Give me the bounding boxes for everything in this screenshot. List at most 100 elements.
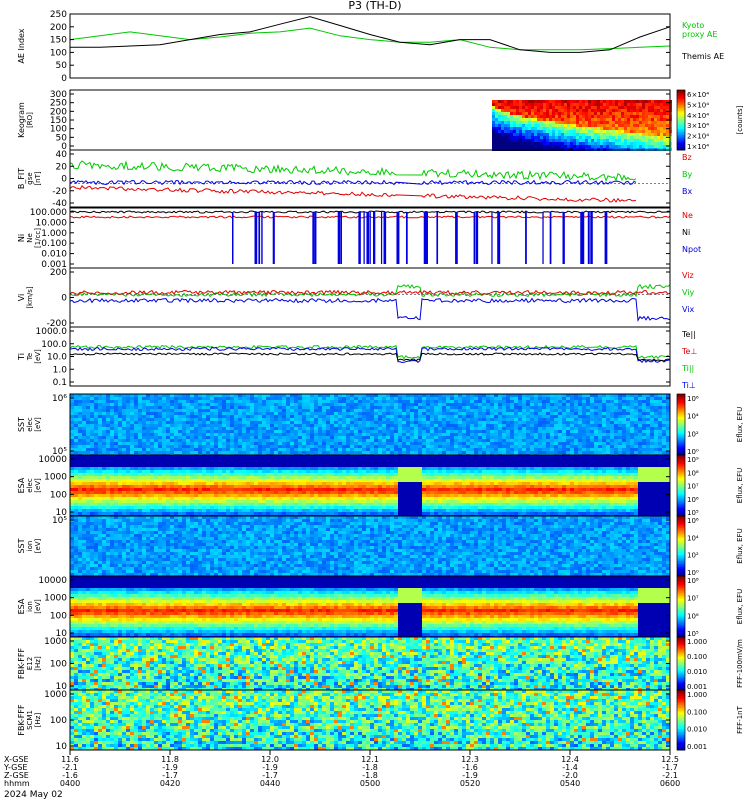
- spectrogram-cell: [142, 418, 146, 421]
- spectrogram-cell: [438, 412, 442, 415]
- legend-Vix: Vix: [682, 305, 695, 314]
- keogram-cell: [495, 133, 498, 136]
- keogram-cell: [579, 100, 582, 103]
- spectrogram-cell: [610, 412, 614, 415]
- spectrogram-cell: [642, 451, 646, 454]
- spectrogram-cell: [566, 430, 570, 433]
- spectrogram-cell: [466, 424, 470, 427]
- spectrogram-cell: [322, 406, 326, 409]
- keogram-cell: [585, 124, 588, 127]
- spectrogram-cell: [130, 397, 134, 400]
- spectrogram-cell: [86, 497, 90, 500]
- spectrogram-cell: [474, 415, 478, 418]
- spectrogram-cell: [194, 418, 198, 421]
- spectrogram-cell: [454, 427, 458, 430]
- keogram-cell: [498, 127, 501, 130]
- spectrogram-cell: [78, 503, 82, 506]
- spectrogram-cell: [306, 439, 310, 442]
- spectrogram-cell: [226, 439, 230, 442]
- spectrogram-cell: [478, 448, 482, 451]
- spectrogram-cell: [186, 400, 190, 403]
- spectrogram-cell: [554, 412, 558, 415]
- keogram-cell: [621, 118, 624, 121]
- spectrogram-cell: [510, 406, 514, 409]
- spectrogram-cell: [70, 464, 74, 467]
- spectrogram-cell: [494, 424, 498, 427]
- spectrogram-cell: [614, 424, 618, 427]
- spectrogram-cell: [530, 400, 534, 403]
- spectrogram-cell: [430, 400, 434, 403]
- spectrogram-cell: [70, 433, 74, 436]
- spectrogram-cell: [334, 403, 338, 406]
- keogram-cell: [567, 127, 570, 130]
- spectrogram-cell: [594, 451, 598, 454]
- spectrogram-cell: [334, 445, 338, 448]
- spectrogram-cell: [110, 467, 114, 470]
- colorbar-cell: [677, 444, 685, 447]
- spectrogram-cell: [522, 409, 526, 412]
- keogram-cell: [657, 118, 660, 121]
- colorbar-cell: [677, 127, 685, 130]
- spectrogram-cell: [90, 479, 94, 482]
- spectrogram-cell: [178, 448, 182, 451]
- spectrogram-cell: [82, 442, 86, 445]
- spectrogram-cell: [102, 485, 106, 488]
- spectrogram-cell: [614, 445, 618, 448]
- spectrogram-cell: [254, 412, 258, 415]
- keogram-cell: [519, 142, 522, 145]
- keogram-cell: [537, 145, 540, 148]
- spectrogram-cell: [254, 442, 258, 445]
- spectrogram-cell: [282, 406, 286, 409]
- spectrogram-cell: [154, 448, 158, 451]
- keogram-cell: [534, 139, 537, 142]
- spectrogram-cell: [282, 427, 286, 430]
- keogram-cell: [651, 109, 654, 112]
- spectrogram-cell: [562, 451, 566, 454]
- spectrogram-cell: [578, 439, 582, 442]
- spectrogram-cell: [82, 397, 86, 400]
- spectrogram-cell: [342, 451, 346, 454]
- keogram-cell: [597, 142, 600, 145]
- keogram-cell: [603, 109, 606, 112]
- spectrogram-cell: [346, 397, 350, 400]
- spectrogram-cell: [74, 473, 78, 476]
- keogram-cell: [552, 103, 555, 106]
- keogram-cell: [651, 139, 654, 142]
- spectrogram-cell: [538, 406, 542, 409]
- spectrogram-cell: [398, 451, 402, 454]
- spectrogram-cell: [446, 397, 450, 400]
- spectrogram-cell: [134, 497, 138, 500]
- spectrogram-cell: [158, 400, 162, 403]
- keogram-cell: [519, 136, 522, 139]
- spectrogram-cell: [570, 400, 574, 403]
- spectrogram-cell: [490, 448, 494, 451]
- spectrogram-cell: [470, 427, 474, 430]
- spectrogram-cell: [210, 439, 214, 442]
- spectrogram-cell: [366, 442, 370, 445]
- keogram-cell: [618, 118, 621, 121]
- spectrogram-cell: [158, 488, 162, 491]
- spectrogram-cell: [318, 442, 322, 445]
- spectrogram-cell: [274, 424, 278, 427]
- keogram-cell: [507, 142, 510, 145]
- spectrogram-cell: [86, 473, 90, 476]
- keogram-cell: [600, 106, 603, 109]
- spectrogram-cell: [526, 439, 530, 442]
- ytick-label: 50: [56, 61, 68, 71]
- keogram-cell: [537, 124, 540, 127]
- spectrogram-cell: [386, 400, 390, 403]
- spectrogram-cell: [278, 418, 282, 421]
- spectrogram-cell: [90, 442, 94, 445]
- spectrogram-cell: [142, 421, 146, 424]
- spectrogram-cell: [398, 409, 402, 412]
- spectrogram-cell: [174, 403, 178, 406]
- spectrogram-cell: [118, 394, 122, 397]
- spectrogram-cell: [114, 448, 118, 451]
- keogram-cell: [651, 118, 654, 121]
- keogram-cell: [636, 118, 639, 121]
- keogram-cell: [567, 100, 570, 103]
- spectrogram-cell: [410, 406, 414, 409]
- spectrogram-cell: [158, 500, 162, 503]
- keogram-cell: [579, 112, 582, 115]
- spectrogram-cell: [178, 427, 182, 430]
